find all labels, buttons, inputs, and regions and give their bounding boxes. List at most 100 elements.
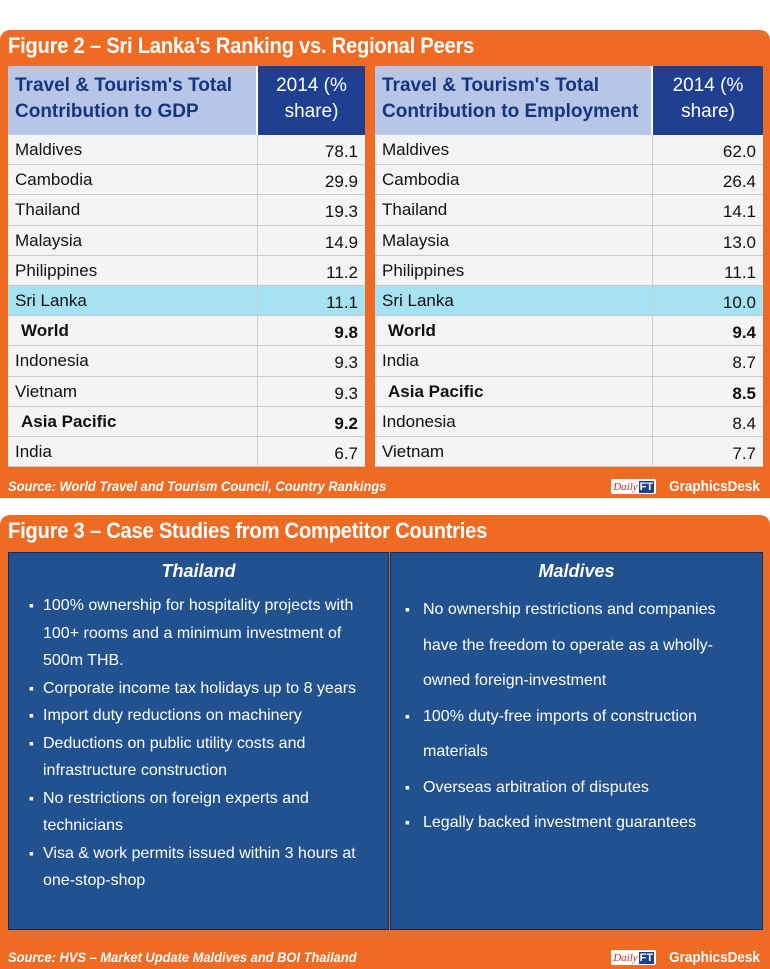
country-name: Thailand [375, 195, 653, 225]
country-name: Malaysia [8, 225, 258, 255]
share-value: 29.9 [324, 172, 358, 192]
list-item: ▪ 100% duty-free imports of construction … [405, 699, 754, 770]
thailand-title: Thailand [161, 561, 236, 581]
figure-3-panel: Figure 3 – Case Studies from Competitor … [0, 515, 770, 969]
figure-3-title: Figure 3 – Case Studies from Competitor … [8, 518, 488, 543]
list-item-text: 100% ownership for hospitality projects … [43, 597, 354, 669]
table-row: World 9.8 [8, 316, 365, 347]
daily-ft-logo: Daily FT [611, 950, 657, 965]
list-item: ▪ Corporate income tax holidays up to 8 y… [29, 675, 378, 703]
bullet-icon: ▪ [405, 601, 410, 617]
gdp-table-header: Travel & Tourism's Total Contribution to… [8, 66, 365, 135]
table-row: Sri Lanka 11.1 [8, 285, 365, 317]
list-item: ▪ Import duty reductions on machinery [29, 702, 378, 730]
country-name: Indonesia [8, 346, 258, 376]
list-item: ▪ Deductions on public utility costs and … [29, 730, 378, 785]
share-value: 13.0 [722, 232, 756, 252]
bullet-icon: ▪ [29, 679, 34, 696]
logo-daily-text: Daily [613, 480, 638, 493]
country-name: World [8, 316, 258, 346]
bullet-icon: ▪ [29, 789, 34, 806]
country-name: Vietnam [375, 436, 653, 467]
country-name: Asia Pacific [375, 376, 653, 406]
list-item-text: Import duty reductions on machinery [43, 707, 302, 724]
list-item-text: Deductions on public utility costs and i… [43, 734, 306, 780]
bullet-icon: ▪ [405, 707, 410, 724]
table-row: Maldives 62.0 [375, 135, 763, 166]
logo-ft-text: FT [638, 951, 655, 964]
table-row: India 8.7 [375, 346, 763, 377]
table-row: Maldives 78.1 [8, 135, 365, 166]
employment-contribution-table: Travel & Tourism's Total Contribution to… [375, 66, 763, 468]
share-value: 78.1 [324, 142, 358, 161]
employment-table-body: Maldives 62.0 Cambodia 26.4 Thailand 14.1 Mala… [375, 135, 763, 468]
list-item: ▪ No restrictions on foreign experts and … [29, 785, 378, 840]
share-value: 9.8 [334, 323, 358, 343]
share-value: 10.0 [722, 292, 756, 312]
gdp-table-header-value: 2014 (% share) [258, 66, 365, 135]
graphics-desk-label: GraphicsDesk [669, 478, 760, 495]
table-row: India 6.7 [8, 436, 365, 468]
figure-2-source: Source: World Travel and Tourism Council… [8, 478, 387, 494]
share-value: 11.1 [326, 292, 358, 312]
share-value: 26.4 [722, 172, 756, 192]
country-name: India [375, 346, 653, 376]
bullet-icon: ▪ [29, 734, 34, 751]
table-row: Malaysia 14.9 [8, 225, 365, 256]
country-name: Sri Lanka [375, 285, 653, 316]
share-value: 11.2 [326, 262, 358, 282]
share-value: 9.3 [334, 353, 358, 373]
maldives-case-box: Maldives ▪ No ownership restrictions and … [390, 552, 763, 930]
share-value: 14.1 [722, 202, 756, 222]
share-value: 11.1 [724, 262, 756, 282]
graphics-desk-brand: Daily FT GraphicsDesk [611, 949, 760, 966]
table-row: Thailand 19.3 [8, 195, 365, 226]
thailand-case-box: Thailand ▪ 100% ownership for hospitality… [8, 552, 389, 930]
list-item: ▪ No ownership restrictions and companies… [405, 592, 754, 699]
country-name: Maldives [375, 135, 653, 165]
table-row: Thailand 14.1 [375, 195, 763, 226]
bullet-icon: ▪ [29, 597, 34, 613]
list-item-text: Visa & work permits issued within 3 hour… [43, 844, 356, 890]
country-name: Philippines [8, 255, 258, 285]
share-value: 62.0 [722, 142, 756, 161]
country-name: Thailand [8, 195, 258, 225]
country-name: Philippines [375, 255, 653, 285]
share-value: 14.9 [324, 232, 358, 252]
share-value: 8.7 [732, 353, 756, 373]
gdp-table-header-label: Travel & Tourism's Total Contribution to… [8, 66, 258, 135]
table-row: Indonesia 8.4 [375, 406, 763, 437]
table-row: Malaysia 13.0 [375, 225, 763, 256]
list-item-text: Corporate income tax holidays up to 8 ye… [43, 679, 357, 697]
country-name: World [375, 316, 653, 346]
country-name: Asia Pacific [8, 406, 258, 436]
thailand-list: ▪ 100% ownership for hospitality projects… [9, 592, 388, 895]
table-row: Cambodia 29.9 [8, 165, 365, 196]
list-item: ▪ Overseas arbitration of disputes [405, 770, 754, 806]
bullet-icon: ▪ [29, 707, 34, 723]
list-item-text: 100% duty-free imports of construction m… [423, 707, 697, 761]
share-value: 8.4 [732, 413, 756, 433]
country-name: Indonesia [375, 406, 653, 436]
gdp-table-body: Maldives 78.1 Cambodia 29.9 Thailand 19.3 Mala… [8, 135, 365, 468]
share-value: 19.3 [324, 202, 358, 222]
graphics-desk-label: GraphicsDesk [669, 949, 760, 966]
list-item: ▪ Visa & work permits issued within 3 hou… [29, 840, 378, 895]
maldives-title: Maldives [538, 561, 615, 581]
figure-3-source: Source: HVS – Market Update Maldives and… [8, 949, 357, 965]
country-name: Vietnam [8, 376, 258, 406]
share-value: 8.5 [732, 383, 756, 403]
table-row: Philippines 11.2 [8, 255, 365, 286]
country-name: Sri Lanka [8, 285, 258, 316]
country-name: Cambodia [8, 165, 258, 195]
employment-table-header-value: 2014 (% share) [653, 66, 763, 135]
gdp-contribution-table: Travel & Tourism's Total Contribution to… [8, 66, 365, 468]
bullet-icon: ▪ [405, 814, 410, 830]
country-name: Malaysia [375, 225, 653, 255]
list-item-text: No ownership restrictions and companies … [423, 601, 716, 689]
table-row: World 9.4 [375, 316, 763, 347]
list-item-text: Legally backed investment guarantees [423, 814, 697, 831]
share-value: 7.7 [732, 443, 756, 463]
country-name: Cambodia [375, 165, 653, 195]
logo-ft-text: FT [638, 480, 655, 493]
